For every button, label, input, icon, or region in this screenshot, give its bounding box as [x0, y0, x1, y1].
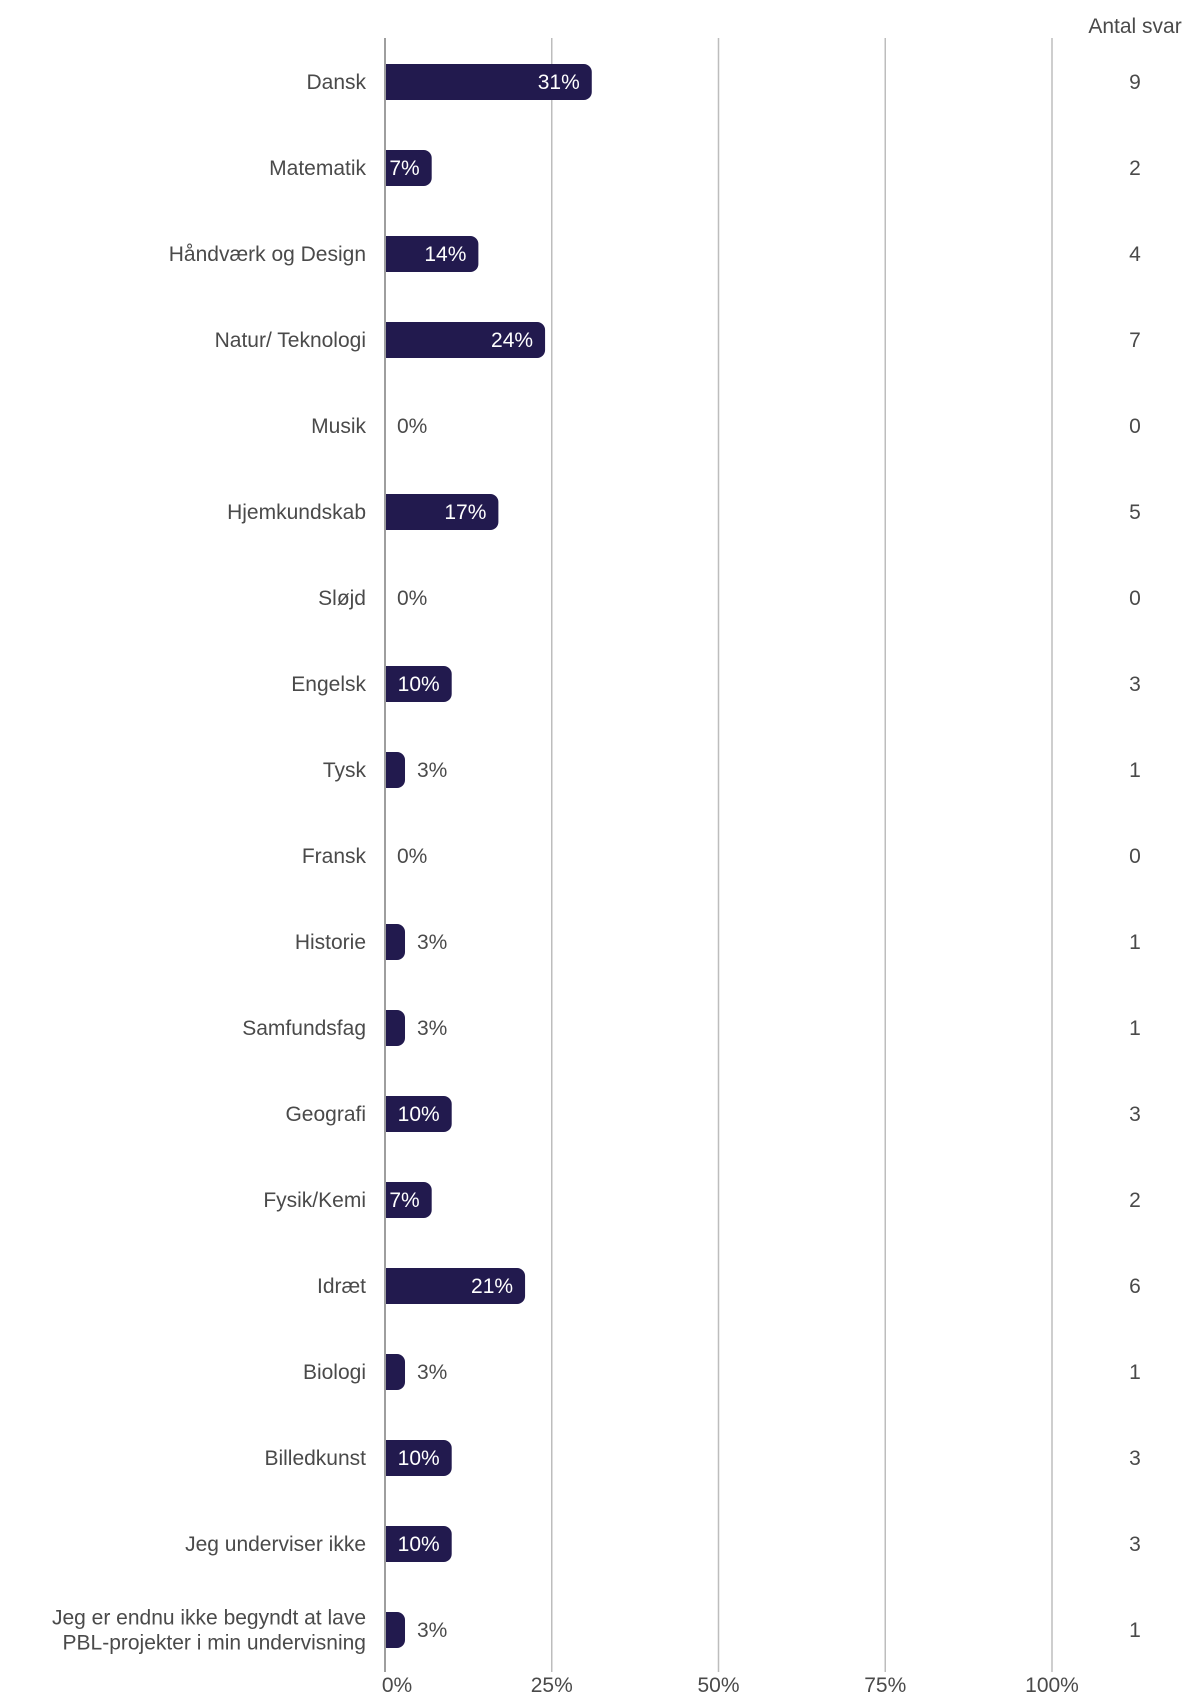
counts-header: Antal svar — [1088, 15, 1181, 38]
bar-18 — [385, 1612, 406, 1648]
value-label: 10% — [398, 1103, 440, 1126]
category-label: Fysik/Kemi — [263, 1189, 366, 1212]
bar-7 — [385, 666, 452, 702]
count-value: 3 — [1129, 673, 1141, 696]
count-value: 7 — [1129, 329, 1141, 352]
bar-13 — [385, 1182, 432, 1218]
bar-11 — [385, 1010, 406, 1046]
bar-14 — [385, 1268, 526, 1304]
value-label: 0% — [397, 587, 427, 610]
count-value: 1 — [1129, 1017, 1141, 1040]
bar-15 — [385, 1354, 406, 1390]
category-label: Geografi — [285, 1103, 366, 1126]
category-label: Historie — [295, 931, 366, 954]
count-value: 3 — [1129, 1533, 1141, 1556]
count-value: 0 — [1129, 587, 1141, 610]
value-label: 10% — [398, 673, 440, 696]
count-value: 1 — [1129, 931, 1141, 954]
count-value: 2 — [1129, 1189, 1141, 1212]
value-label: 7% — [389, 1189, 419, 1212]
category-label: Billedkunst — [264, 1447, 366, 1470]
x-tick-label: 25% — [531, 1674, 573, 1697]
count-value: 1 — [1129, 759, 1141, 782]
category-label: Matematik — [269, 157, 366, 180]
value-label: 3% — [417, 1619, 447, 1642]
value-label: 31% — [538, 71, 580, 94]
count-value: 3 — [1129, 1103, 1141, 1126]
count-value: 4 — [1129, 243, 1141, 266]
value-label: 10% — [398, 1533, 440, 1556]
bar-10 — [385, 924, 406, 960]
value-label: 21% — [471, 1275, 513, 1298]
category-label: Jeg er endnu ikke begyndt at lave — [52, 1607, 366, 1630]
category-label: PBL-projekter i min undervisning — [63, 1632, 366, 1655]
category-label: Hjemkundskab — [227, 501, 366, 524]
count-value: 3 — [1129, 1447, 1141, 1470]
count-value: 6 — [1129, 1275, 1141, 1298]
category-label: Håndværk og Design — [169, 243, 366, 266]
value-label: 14% — [424, 243, 466, 266]
value-label: 7% — [389, 157, 419, 180]
count-value: 5 — [1129, 501, 1141, 524]
value-label: 3% — [417, 1017, 447, 1040]
category-label: Idræt — [317, 1275, 366, 1298]
count-value: 0 — [1129, 845, 1141, 868]
bar-17 — [385, 1526, 452, 1562]
category-label: Natur/ Teknologi — [215, 329, 366, 352]
category-label: Fransk — [302, 845, 367, 868]
x-tick-label: 50% — [697, 1674, 739, 1697]
count-value: 2 — [1129, 157, 1141, 180]
bar-16 — [385, 1440, 452, 1476]
value-label: 0% — [397, 845, 427, 868]
value-label: 17% — [444, 501, 486, 524]
bar-12 — [385, 1096, 452, 1132]
count-value: 0 — [1129, 415, 1141, 438]
value-label: 3% — [417, 931, 447, 954]
x-tick-label: 100% — [1025, 1674, 1079, 1697]
count-value: 9 — [1129, 71, 1141, 94]
count-value: 1 — [1129, 1619, 1141, 1642]
category-label: Tysk — [323, 759, 367, 782]
bar-2 — [385, 236, 479, 272]
value-label: 10% — [398, 1447, 440, 1470]
bar-5 — [385, 494, 499, 530]
bar-8 — [385, 752, 406, 788]
value-label: 3% — [417, 1361, 447, 1384]
category-label: Jeg underviser ikke — [185, 1533, 366, 1556]
category-label: Dansk — [306, 71, 366, 94]
category-label: Samfundsfag — [242, 1017, 366, 1040]
count-value: 1 — [1129, 1361, 1141, 1384]
bar-1 — [385, 150, 432, 186]
x-tick-label: 0% — [382, 1674, 412, 1697]
value-label: 24% — [491, 329, 533, 352]
bar-0 — [385, 64, 592, 100]
category-label: Sløjd — [318, 587, 366, 610]
value-label: 3% — [417, 759, 447, 782]
category-label: Engelsk — [291, 673, 366, 696]
bar-3 — [385, 322, 546, 358]
category-label: Musik — [311, 415, 366, 438]
category-label: Biologi — [303, 1361, 366, 1384]
x-tick-label: 75% — [864, 1674, 906, 1697]
value-label: 0% — [397, 415, 427, 438]
